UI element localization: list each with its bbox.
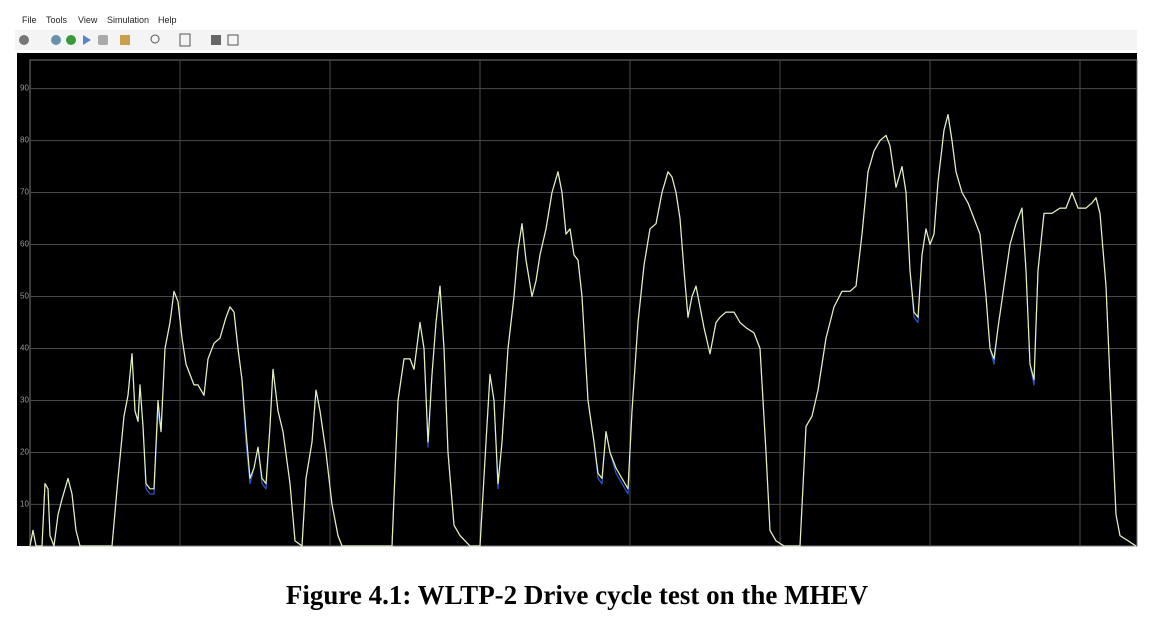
menu-bar — [0, 0, 1153, 30]
figure-caption: Figure 4.1: WLTP-2 Drive cycle test on t… — [286, 580, 869, 610]
menu-item[interactable]: File — [22, 15, 37, 25]
y-tick-label: 50 — [20, 292, 29, 301]
step-icon[interactable] — [83, 35, 91, 45]
menu: File Tools View Simulation Help — [22, 15, 177, 25]
zoom-icon[interactable] — [150, 34, 160, 44]
y-tick-label: 60 — [20, 240, 29, 249]
config-icon[interactable] — [120, 35, 130, 45]
menu-item[interactable]: View — [78, 15, 98, 25]
run-icon[interactable] — [66, 35, 76, 45]
autoscale-icon[interactable] — [179, 33, 191, 47]
y-tick-label: 90 — [20, 84, 29, 93]
edit-icon[interactable] — [227, 34, 239, 46]
cursor-icon[interactable] — [211, 35, 221, 45]
y-tick-label: 70 — [20, 188, 29, 197]
axes-box — [29, 59, 1138, 547]
stop-icon[interactable] — [98, 35, 108, 45]
y-tick-label: 10 — [20, 500, 29, 509]
y-tick-label: 40 — [20, 344, 29, 353]
y-tick-label: 30 — [20, 396, 29, 405]
menu-item[interactable]: Simulation — [107, 15, 149, 25]
menu-item[interactable]: Tools — [46, 15, 68, 25]
y-tick-label: 80 — [20, 136, 29, 145]
menu-item[interactable]: Help — [158, 15, 177, 25]
toolbar — [15, 30, 1137, 50]
y-tick-label: 20 — [20, 448, 29, 457]
toolbar-bg — [15, 30, 1137, 50]
step-back-icon[interactable] — [51, 35, 61, 45]
series-line — [29, 114, 1137, 547]
scope-frame — [17, 53, 1137, 546]
plot: 10 20 30 40 50 60 70 80 90 — [20, 59, 1138, 547]
settings-icon[interactable] — [19, 35, 29, 45]
